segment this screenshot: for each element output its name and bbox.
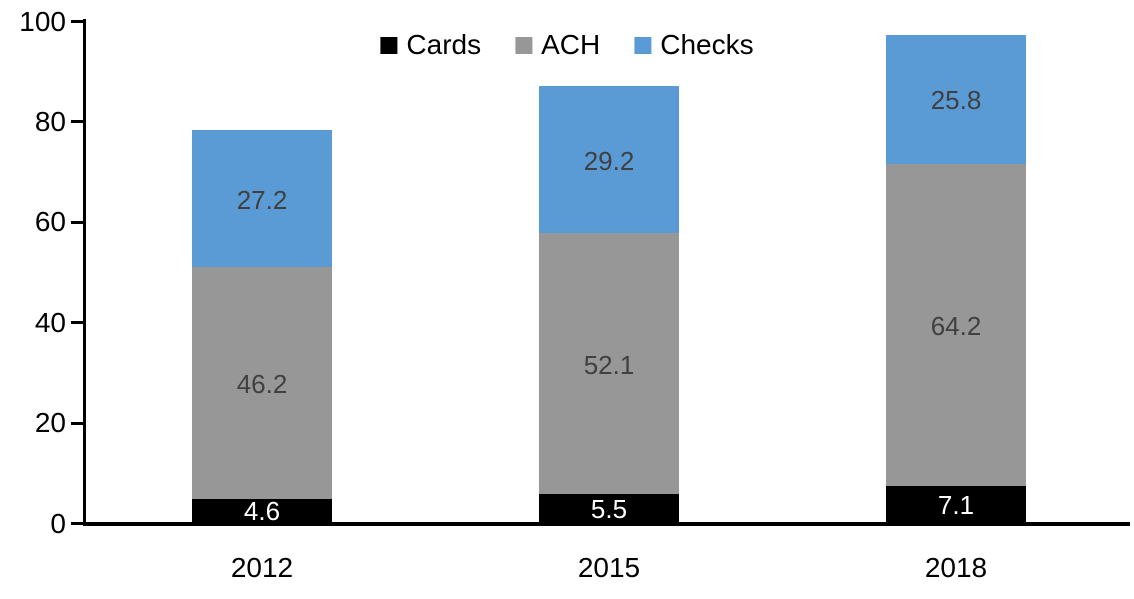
bar-segment-ach-2015 — [539, 232, 679, 495]
x-axis-label-2018: 2018 — [924, 552, 988, 583]
x-axis-line — [83, 522, 1130, 526]
y-axis-tick-label: 0 — [50, 507, 66, 539]
data-label: 7.1 — [937, 490, 975, 521]
y-axis-tick — [71, 220, 83, 224]
legend-item-cards: Cards — [380, 30, 481, 60]
legend-swatch-ach — [515, 36, 533, 54]
y-axis-line — [83, 19, 86, 526]
data-label: 64.2 — [930, 311, 982, 342]
x-axis-label-2015: 2015 — [577, 552, 641, 583]
bar-segment-cards-2018 — [886, 486, 1026, 522]
bar-segment-cards-2012 — [192, 498, 332, 522]
bar-segment-cards-2015 — [539, 494, 679, 522]
data-label: 27.2 — [236, 184, 288, 215]
data-label: 25.8 — [930, 85, 982, 116]
y-axis-tick-label: 60 — [34, 206, 66, 238]
bar-segment-ach-2018 — [886, 164, 1026, 487]
y-axis-tick-label: 20 — [34, 407, 66, 439]
data-label: 4.6 — [243, 496, 281, 527]
legend: Cards ACH Checks — [380, 29, 754, 60]
bar-segment-checks-2018 — [886, 34, 1026, 165]
data-label: 5.5 — [590, 494, 628, 525]
y-axis-tick-label: 80 — [34, 105, 66, 137]
legend-label-cards: Cards — [406, 29, 482, 60]
legend-item-ach: ACH — [515, 30, 600, 60]
bar-segment-checks-2015 — [539, 86, 679, 233]
y-axis-tick-label: 100 — [19, 5, 66, 37]
data-label: 29.2 — [583, 145, 635, 176]
y-axis-tick — [71, 522, 83, 525]
data-label: 46.2 — [236, 368, 288, 399]
y-axis-tick — [71, 120, 83, 124]
bar-segment-ach-2012 — [192, 266, 332, 499]
legend-swatch-cards — [380, 36, 398, 54]
bar-segment-checks-2012 — [192, 130, 332, 267]
y-axis-tick-label: 40 — [34, 306, 66, 338]
legend-item-checks: Checks — [634, 29, 754, 60]
y-axis-tick — [71, 20, 83, 23]
legend-label-ach: ACH — [541, 29, 601, 60]
data-label: 52.1 — [583, 349, 635, 380]
legend-swatch-checks — [634, 36, 652, 54]
y-axis-tick — [71, 421, 83, 425]
x-axis-label-2012: 2012 — [230, 552, 294, 583]
y-axis-tick — [71, 321, 83, 325]
legend-label-checks: Checks — [660, 29, 754, 60]
